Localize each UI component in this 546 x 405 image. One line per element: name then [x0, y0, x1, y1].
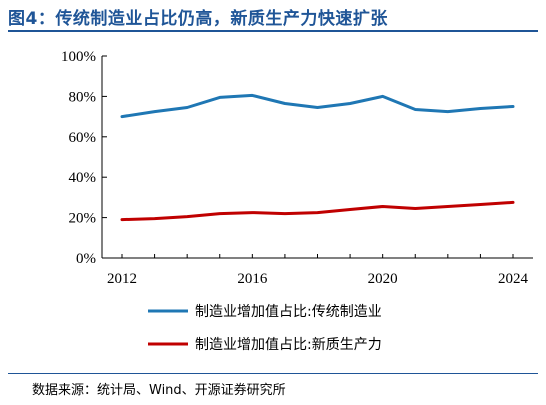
series-line-1 — [120, 93, 515, 119]
y-tick-label: 20% — [69, 211, 97, 227]
line-chart: 0% 20% 40% 60% 80% 100% 2012 2016 2020 2024 制造业增… — [61, 49, 533, 353]
source-divider — [8, 373, 538, 374]
x-tick-label: 2016 — [237, 271, 268, 287]
y-tick-label: 60% — [69, 130, 97, 146]
source-note: 数据来源：统计局、Wind、开源证券研究所 — [32, 383, 286, 398]
y-tick-label: 80% — [69, 89, 97, 105]
y-tick-label: 100% — [61, 49, 96, 65]
y-tick-label: 0% — [76, 251, 96, 267]
legend-label-1: 制造业增加值占比:传统制造业 — [195, 304, 382, 320]
figure-title: 图4：传统制造业占比仍高，新质生产力快速扩张 — [8, 9, 388, 29]
x-axis: 2012 2016 2020 2024 — [102, 254, 533, 287]
y-tick-label: 40% — [69, 170, 97, 186]
legend-label-2: 制造业增加值占比:新质生产力 — [195, 337, 382, 353]
title-underline — [8, 30, 538, 32]
y-axis: 0% 20% 40% 60% 80% 100% — [61, 49, 107, 267]
series-line-2 — [120, 200, 515, 222]
x-tick-label: 2020 — [368, 271, 398, 287]
x-tick-label: 2024 — [498, 271, 529, 287]
x-tick-label: 2012 — [107, 271, 137, 287]
series-lines — [120, 93, 515, 222]
